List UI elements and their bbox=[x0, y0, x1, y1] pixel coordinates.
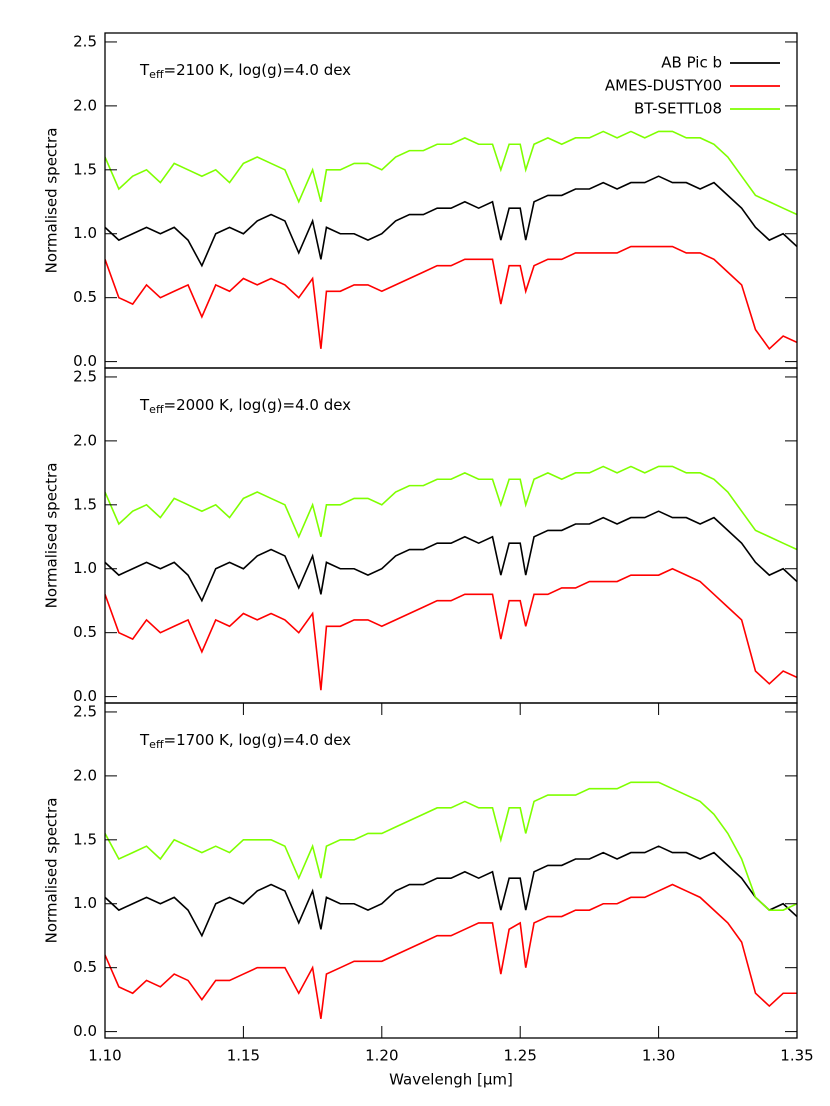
spectrum-line bbox=[105, 510, 797, 603]
plot-frame bbox=[104, 367, 798, 704]
x-tick-label: 1.25 bbox=[503, 1047, 536, 1065]
annotation-main: T bbox=[139, 61, 150, 79]
annotation-sub: eff bbox=[149, 68, 164, 81]
annotation-rest: =1700 K, log(g)=4.0 dex bbox=[164, 731, 352, 749]
panel-annotation: Teff=2100 K, log(g)=4.0 dex bbox=[139, 61, 351, 82]
y-tick-label: 2.5 bbox=[73, 702, 97, 720]
y-tick-label: 2.5 bbox=[73, 32, 97, 50]
spectrum-line bbox=[105, 883, 797, 1019]
annotation-rest: =2000 K, log(g)=4.0 dex bbox=[164, 396, 352, 414]
y-tick-label: 2.0 bbox=[73, 766, 97, 784]
legend-label: AMES-DUSTY00 bbox=[605, 77, 722, 95]
y-tick-label: 1.0 bbox=[73, 559, 97, 577]
y-axis-label: Normalised spectra bbox=[43, 128, 61, 274]
spectrum-line bbox=[105, 465, 797, 551]
annotation-main: T bbox=[139, 396, 150, 414]
plot-frame bbox=[104, 702, 798, 1039]
legend-label: BT-SETTL08 bbox=[634, 100, 722, 118]
spectrum-line bbox=[105, 245, 797, 351]
y-tick-label: 1.5 bbox=[73, 830, 97, 848]
y-tick-label: 0.5 bbox=[73, 288, 97, 306]
spectrum-line bbox=[105, 567, 797, 691]
spectrum-line bbox=[105, 845, 797, 938]
panel-annotation: Teff=1700 K, log(g)=4.0 dex bbox=[139, 731, 351, 752]
y-axis-label: Normalised spectra bbox=[43, 463, 61, 609]
x-tick-label: 1.30 bbox=[642, 1047, 675, 1065]
spectrum-line bbox=[105, 781, 797, 911]
x-tick-label: 1.15 bbox=[227, 1047, 260, 1065]
annotation-main: T bbox=[139, 731, 150, 749]
y-tick-label: 0.0 bbox=[73, 1022, 97, 1040]
y-tick-label: 0.0 bbox=[73, 352, 97, 370]
x-tick-label: 1.10 bbox=[88, 1047, 121, 1065]
y-tick-label: 2.0 bbox=[73, 431, 97, 449]
y-tick-label: 1.0 bbox=[73, 224, 97, 242]
y-tick-label: 0.5 bbox=[73, 623, 97, 641]
y-tick-label: 0.0 bbox=[73, 687, 97, 705]
y-tick-label: 1.0 bbox=[73, 894, 97, 912]
x-tick-label: 1.20 bbox=[365, 1047, 398, 1065]
x-axis-label: Wavelengh [μm] bbox=[389, 1071, 513, 1089]
y-tick-label: 2.5 bbox=[73, 367, 97, 385]
y-tick-label: 2.0 bbox=[73, 96, 97, 114]
panel-annotation: Teff=2000 K, log(g)=4.0 dex bbox=[139, 396, 351, 417]
y-tick-label: 1.5 bbox=[73, 495, 97, 513]
spectrum-line bbox=[105, 130, 797, 216]
y-tick-label: 0.5 bbox=[73, 958, 97, 976]
annotation-sub: eff bbox=[149, 403, 164, 416]
x-tick-label: 1.35 bbox=[780, 1047, 813, 1065]
legend-label: AB Pic b bbox=[661, 54, 722, 72]
spectrum-line bbox=[105, 175, 797, 268]
annotation-sub: eff bbox=[149, 738, 164, 751]
y-tick-label: 1.5 bbox=[73, 160, 97, 178]
y-axis-label: Normalised spectra bbox=[43, 798, 61, 944]
annotation-rest: =2100 K, log(g)=4.0 dex bbox=[164, 61, 352, 79]
